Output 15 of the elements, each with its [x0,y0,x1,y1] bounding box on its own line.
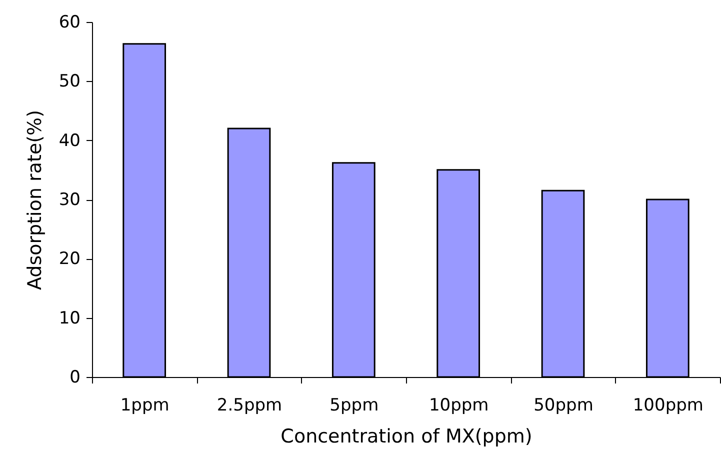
y-tick-label: 0 [70,368,80,388]
y-tick-label: 10 [58,308,80,328]
y-tick-label: 50 [58,72,80,92]
y-tick-label: 40 [58,130,80,151]
x-tick-label: 100ppm [632,396,704,416]
y-axis-title: Adsorption rate(%) [24,110,46,290]
y-tick-label: 60 [58,12,80,32]
x-axis-title: Concentration of MX(ppm) [280,426,532,448]
x-tick-label: 50ppm [534,396,594,416]
x-tick-label: 5ppm [330,396,379,416]
y-tick-label: 20 [58,249,80,270]
x-tick-label: 1ppm [120,396,170,416]
x-tick-label: 10ppm [428,396,489,416]
y-tick-label: 30 [58,190,80,210]
x-tick-label: 2.5ppm [216,396,282,416]
